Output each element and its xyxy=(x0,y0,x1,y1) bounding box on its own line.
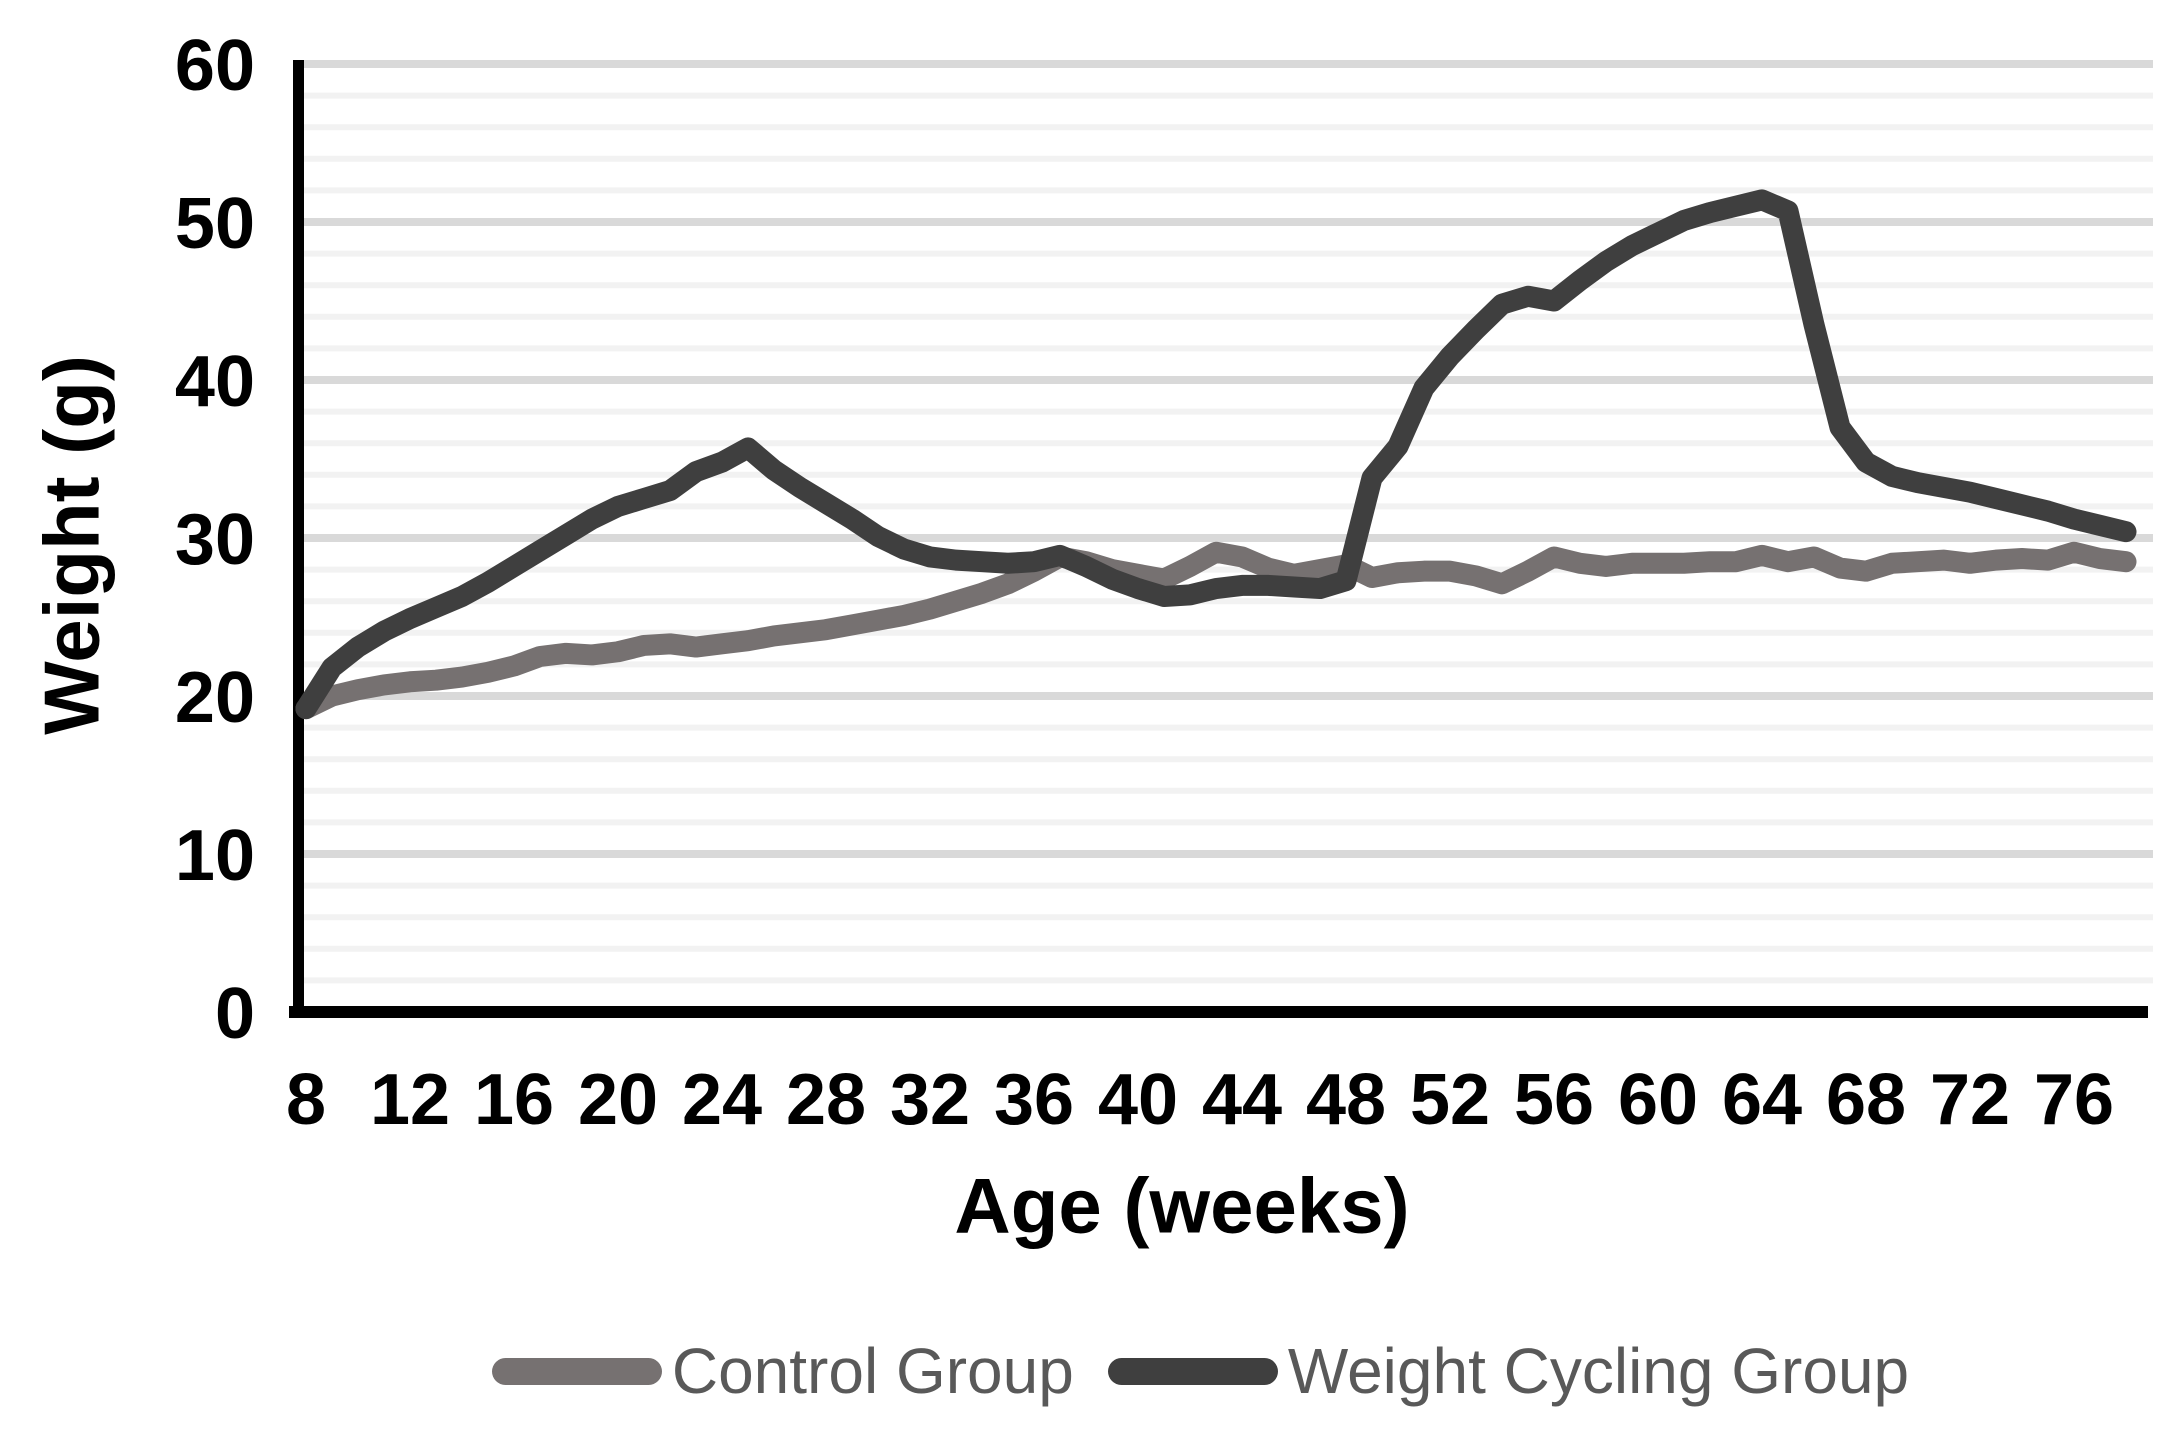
y-axis-title: Weight (g) xyxy=(27,355,116,735)
x-tick-label: 72 xyxy=(1930,1060,2010,1140)
y-tick-label: 60 xyxy=(175,26,255,106)
x-tick-label: 48 xyxy=(1306,1060,1386,1140)
legend: Control Group Weight Cycling Group xyxy=(240,1334,2161,1408)
x-tick-label: 68 xyxy=(1826,1060,1906,1140)
x-tick-label: 44 xyxy=(1202,1060,1282,1140)
x-axis-title: Age (weeks) xyxy=(954,1161,1410,1250)
legend-label-control-group: Control Group xyxy=(671,1335,1074,1407)
control-group-line-swatch xyxy=(491,1357,662,1385)
y-tick-label: 20 xyxy=(175,658,255,738)
x-tick-label: 32 xyxy=(890,1060,970,1140)
x-axis-line xyxy=(289,1006,2148,1018)
x-tick-label: 20 xyxy=(578,1060,658,1140)
y-axis-line xyxy=(293,60,304,1018)
x-tick-label: 36 xyxy=(994,1060,1074,1140)
weight-cycling-group-line xyxy=(295,189,2137,720)
x-tick-label: 56 xyxy=(1514,1060,1594,1140)
x-tick-label: 64 xyxy=(1722,1060,1802,1140)
x-tick-label: 40 xyxy=(1098,1060,1178,1140)
x-tick-label: 8 xyxy=(286,1060,326,1140)
legend-label-weight-cycling-group: Weight Cycling Group xyxy=(1287,1335,1910,1407)
x-tick-label: 16 xyxy=(474,1060,554,1140)
y-tick-label: 40 xyxy=(175,342,255,422)
x-tick-label: 76 xyxy=(2034,1060,2114,1140)
x-tick-label: 52 xyxy=(1410,1060,1490,1140)
legend-item-weight-cycling-group: Weight Cycling Group xyxy=(1107,1334,1910,1408)
x-tick-label: 24 xyxy=(682,1060,762,1140)
x-tick-label: 28 xyxy=(786,1060,866,1140)
legend-item-control-group: Control Group xyxy=(491,1334,1074,1408)
y-tick-label: 0 xyxy=(215,974,255,1054)
y-tick-label: 10 xyxy=(175,816,255,896)
x-tick-label: 12 xyxy=(370,1060,450,1140)
y-tick-label: 50 xyxy=(175,184,255,264)
y-tick-label: 30 xyxy=(175,500,255,580)
weight-cycling-group-line-swatch xyxy=(1107,1357,1278,1385)
x-tick-label: 60 xyxy=(1618,1060,1698,1140)
control-group-line xyxy=(295,541,2137,720)
